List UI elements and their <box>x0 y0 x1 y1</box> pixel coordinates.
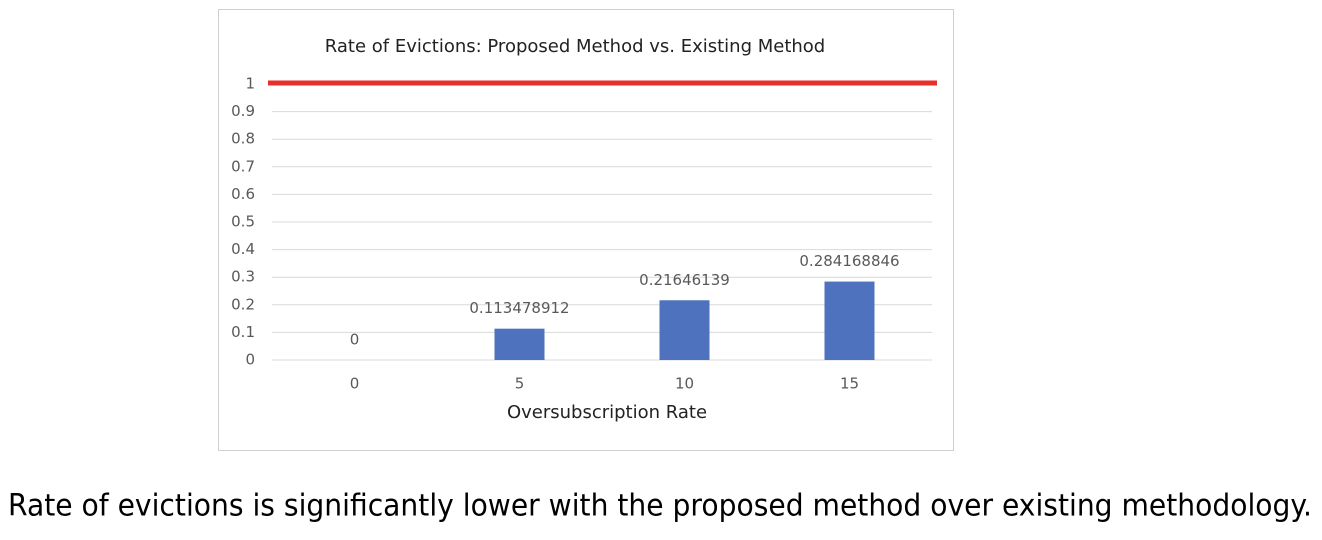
chart-title: Rate of Evictions: Proposed Method vs. E… <box>325 36 825 57</box>
y-tick-label: 0.7 <box>231 157 255 175</box>
x-axis-label: Oversubscription Rate <box>507 402 707 423</box>
bar <box>824 281 875 360</box>
x-tick-label: 15 <box>840 375 859 393</box>
data-label: 0.113478912 <box>469 299 569 317</box>
y-tick-label: 0.5 <box>231 213 255 231</box>
bar <box>659 300 710 360</box>
y-tick-label: 1 <box>245 75 255 93</box>
x-tick-label: 5 <box>515 375 525 393</box>
y-tick-label: 0.3 <box>231 268 255 286</box>
caption: Rate of evictions is significantly lower… <box>8 489 1312 524</box>
y-tick-label: 0.9 <box>231 102 255 120</box>
x-tick-label: 10 <box>675 375 694 393</box>
y-tick-label: 0.6 <box>231 185 255 203</box>
data-label: 0 <box>350 331 360 349</box>
y-tick-label: 0 <box>245 351 255 369</box>
bar <box>494 328 545 360</box>
y-tick-label: 0.4 <box>231 240 255 258</box>
y-tick-label: 0.8 <box>231 130 255 148</box>
x-tick-label: 0 <box>350 375 360 393</box>
data-label: 0.21646139 <box>639 271 730 289</box>
data-label: 0.284168846 <box>799 252 899 270</box>
y-tick-label: 0.2 <box>231 295 255 313</box>
y-tick-label: 0.1 <box>231 323 255 341</box>
